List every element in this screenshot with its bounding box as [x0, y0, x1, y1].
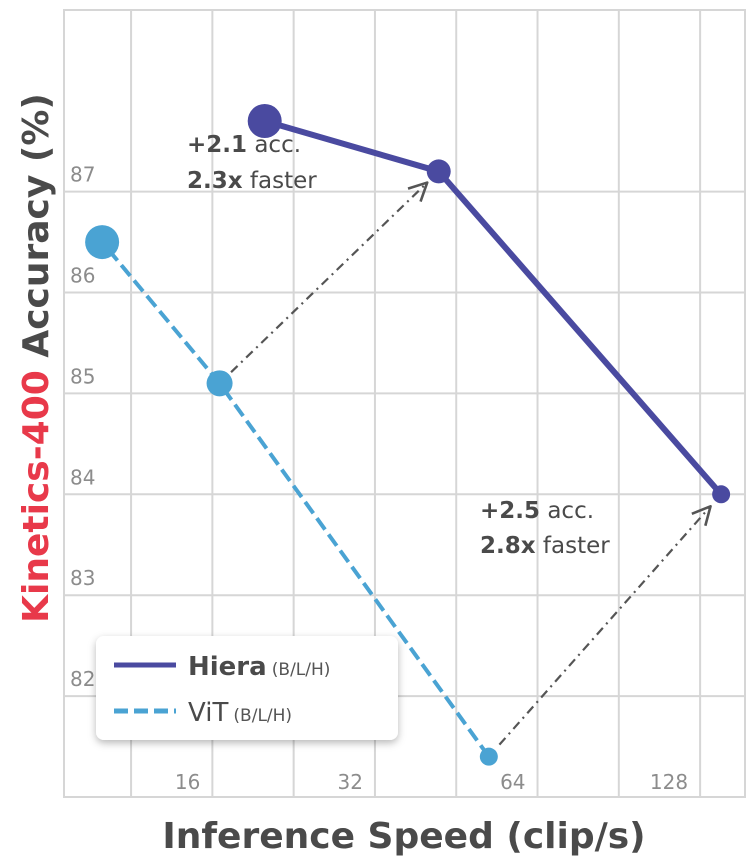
- annotation-arrows: [230, 181, 712, 746]
- y-tick-label: 83: [70, 566, 95, 590]
- annotation-1-speed-value: 2.3x: [187, 168, 243, 194]
- data-point-vit: [85, 225, 120, 260]
- annotation-2-acc-value: +2.5: [480, 498, 540, 524]
- annotation-arrow-line: [230, 181, 428, 373]
- legend-vit-suffix: (B/L/H): [233, 706, 292, 726]
- annotation-2-speed-value: 2.8x: [480, 533, 536, 559]
- annotation-1-acc: +2.1 acc.: [187, 132, 301, 158]
- annotation-1-speed-label: faster: [250, 168, 317, 194]
- legend-hiera-name: Hiera: [188, 652, 267, 682]
- annotation-2-speed: 2.8x faster: [480, 533, 610, 559]
- y-tick-label: 85: [70, 364, 95, 388]
- legend-entry-vit: ViT (B/L/H): [188, 698, 292, 728]
- y-tick-label: 86: [70, 264, 95, 288]
- y-axis-title-highlight: Kinetics-400: [16, 370, 57, 623]
- x-axis-title: Inference Speed (clip/s): [162, 816, 645, 857]
- tick-labels: 82 83 84 85 86 87 16 32 64 128: [70, 163, 688, 794]
- data-point-vit: [479, 747, 498, 766]
- annotation-1-acc-value: +2.1: [187, 132, 247, 158]
- y-tick-label: 84: [70, 465, 95, 489]
- y-tick-label: 82: [70, 667, 95, 691]
- annotation-2-acc-label: acc.: [547, 498, 594, 524]
- data-point-hiera: [712, 485, 731, 504]
- legend-entry-hiera: Hiera (B/L/H): [188, 652, 330, 682]
- y-axis-title: Kinetics-400 Accuracy (%): [16, 93, 57, 623]
- annotation-arrow-head: [407, 181, 429, 202]
- data-point-hiera: [426, 159, 451, 184]
- y-axis-title-rest: Accuracy (%): [16, 93, 57, 358]
- annotation-2-speed-label: faster: [543, 533, 610, 559]
- y-tick-label: 87: [70, 163, 95, 187]
- series-line-hiera: [263, 118, 724, 497]
- legend: Hiera (B/L/H) ViT (B/L/H): [96, 636, 398, 740]
- annotation-arrow-head: [691, 504, 712, 527]
- x-tick-label: 128: [650, 770, 688, 794]
- series: [85, 103, 731, 766]
- x-tick-label: 64: [500, 770, 525, 794]
- annotation-2-acc: +2.5 acc.: [480, 498, 594, 524]
- data-point-vit: [206, 370, 233, 397]
- x-tick-label: 16: [175, 770, 200, 794]
- x-tick-label: 32: [337, 770, 362, 794]
- legend-vit-name: ViT: [188, 698, 228, 728]
- annotation-1-acc-label: acc.: [254, 132, 301, 158]
- data-point-hiera: [247, 103, 282, 138]
- plot-frame: [63, 9, 746, 798]
- legend-box: [96, 636, 398, 740]
- legend-hiera-suffix: (B/L/H): [272, 660, 331, 680]
- annotation-1-speed: 2.3x faster: [187, 168, 317, 194]
